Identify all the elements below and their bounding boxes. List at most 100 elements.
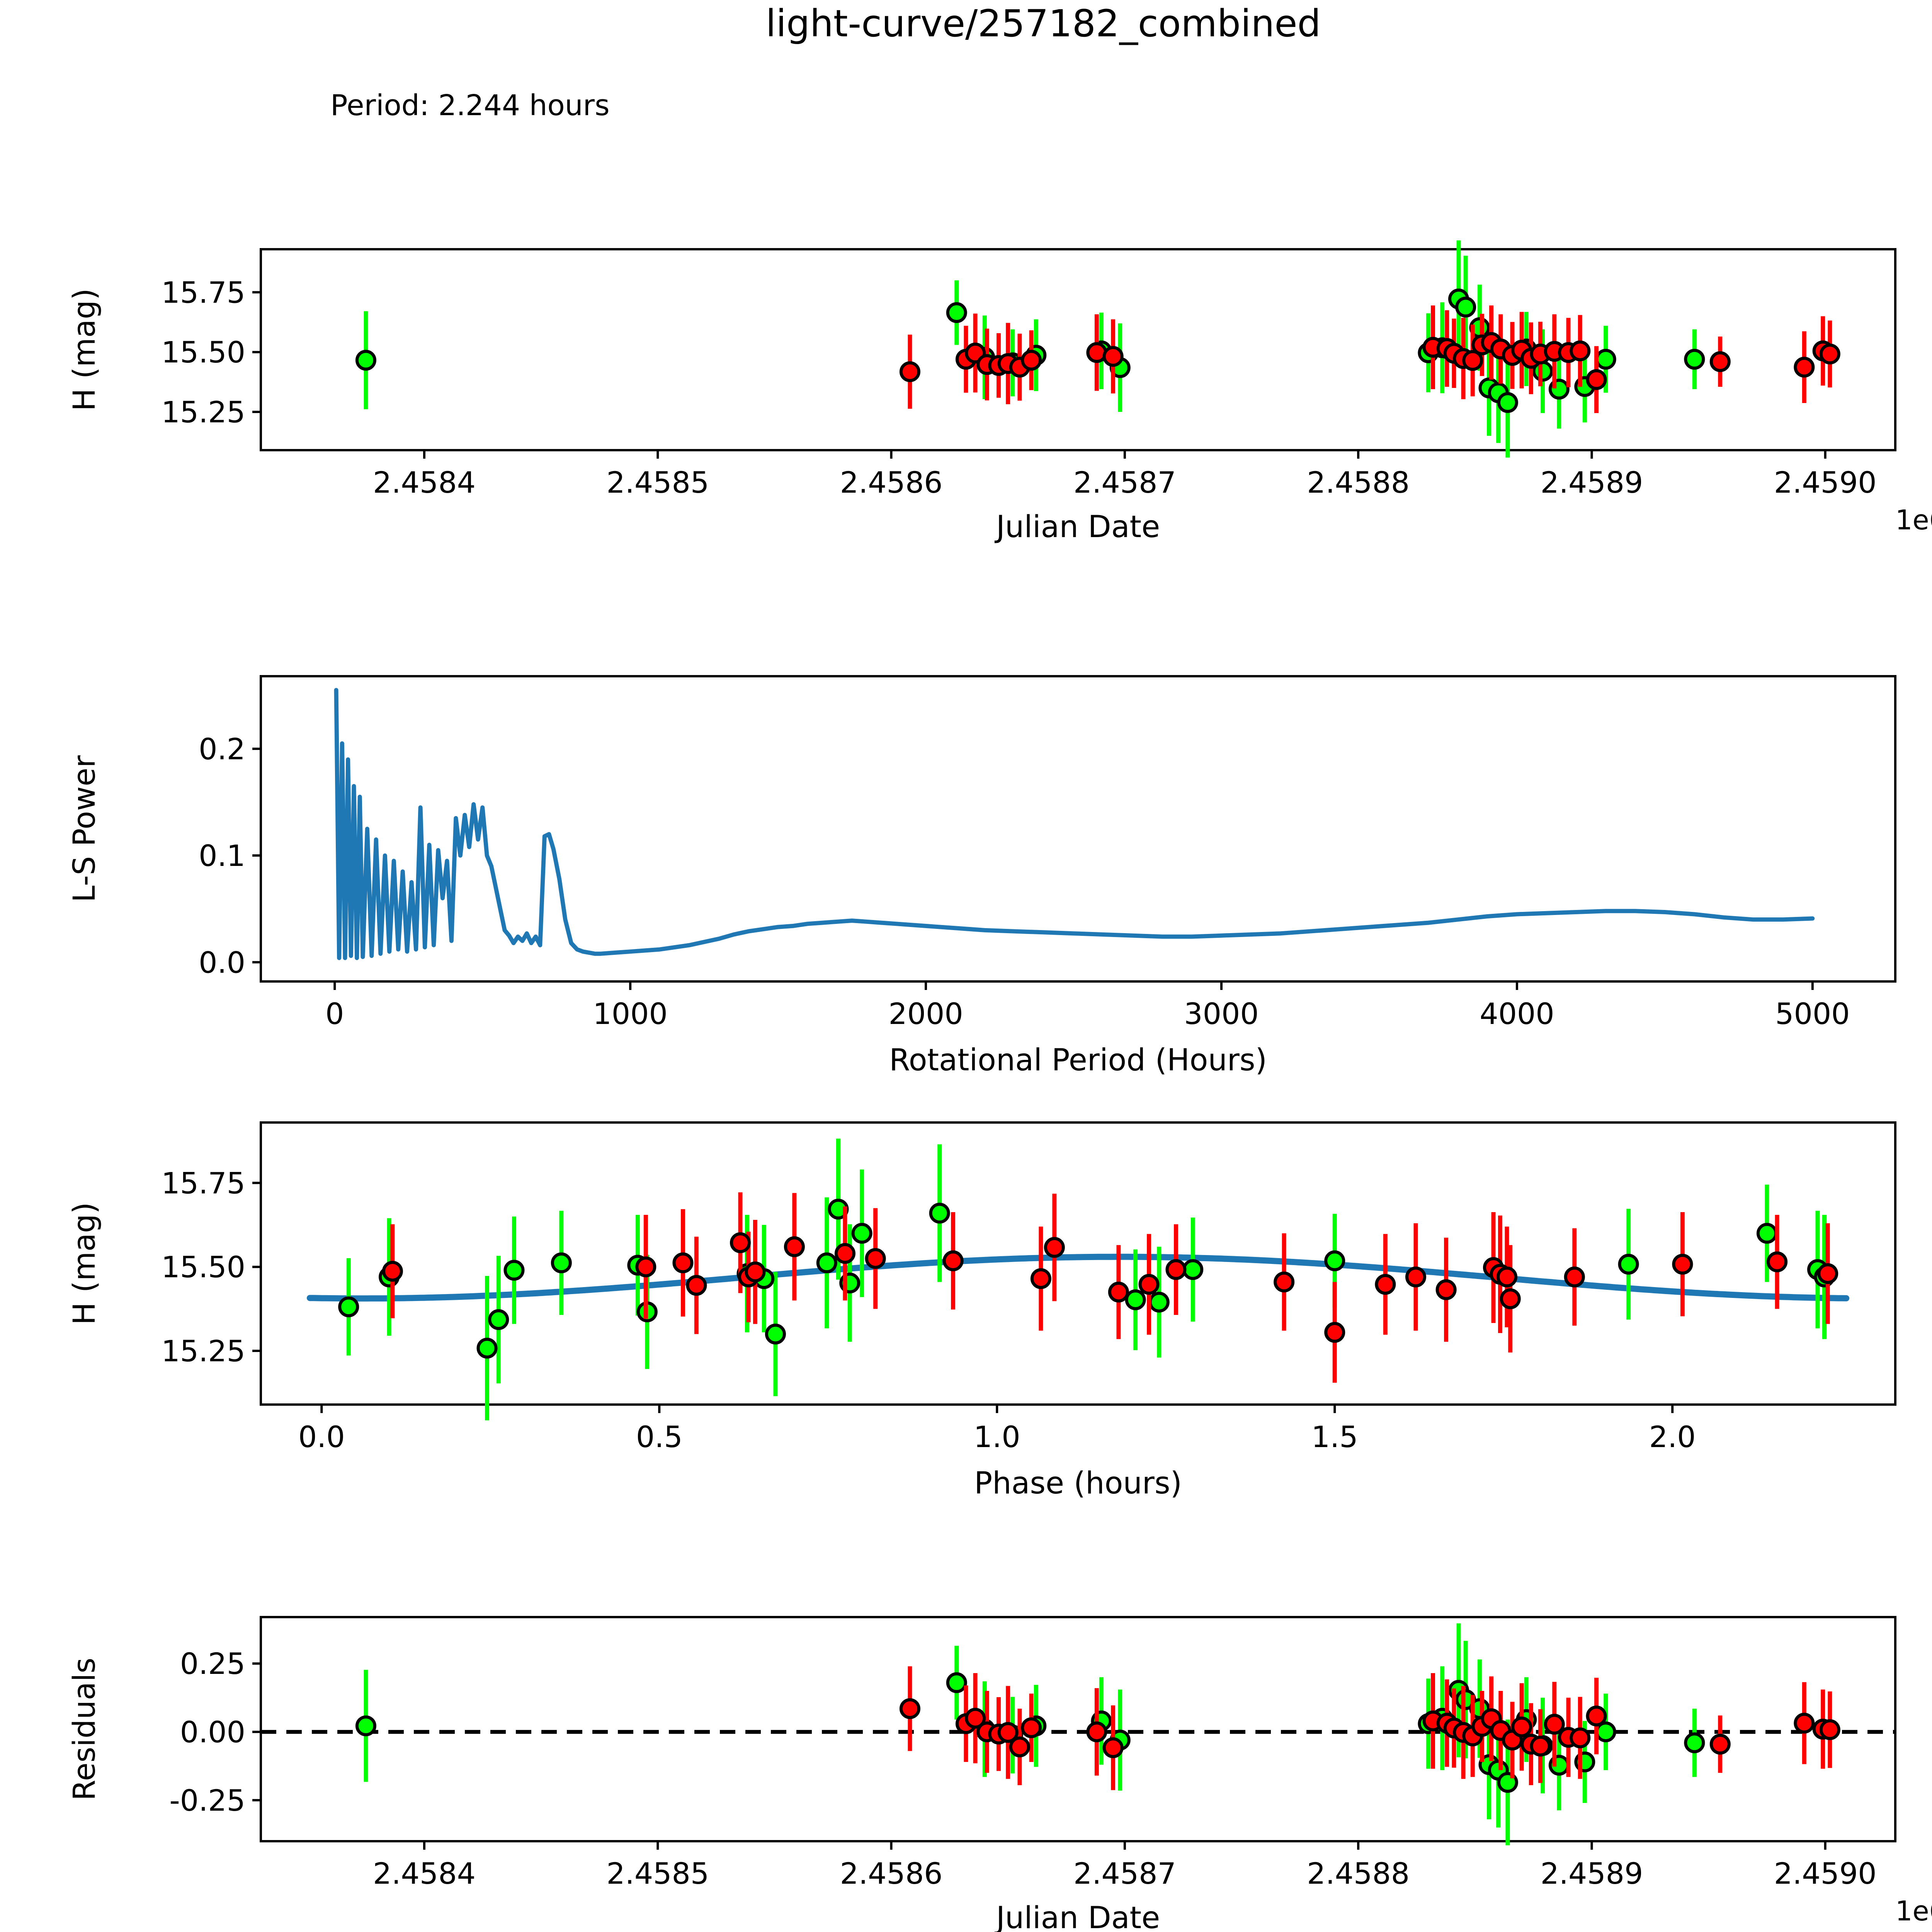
data-point [1544,1714,1565,1735]
data-point [899,1698,920,1719]
data-point [1125,1289,1146,1310]
x-tick-label: 2.4584 [373,465,476,500]
x-tick-label: 2.4588 [1307,1856,1410,1891]
y-tick-label: 0.00 [180,1715,245,1749]
panel-lightcurve-raw: 2.4584 2.4585 2.4586 2.4587 2.4588 2.4589 2.45… [67,240,1932,544]
data-point [355,1715,376,1736]
data-point [730,1232,751,1253]
x-tick-label: 2.4589 [1540,465,1643,500]
y-tick-label: 15.50 [161,1250,245,1284]
panel-phase-folded: 0.0 0.5 1.0 1.5 2.0 15.25 15.50 15.75 Phase (hou… [67,1121,1896,1501]
x-tick-label: 2.4590 [1774,1856,1877,1891]
data-point [784,1236,805,1257]
x-tick-label: 2.4585 [606,465,709,500]
data-point [338,1296,359,1318]
axes-frame [260,675,1896,983]
data-point [1570,340,1591,362]
data-point [1500,1288,1521,1310]
data-point [355,350,376,371]
x-axis-label: Phase (hours) [974,1466,1182,1501]
data-point [828,1199,849,1220]
data-point [1756,1223,1777,1244]
x-axis-offset-text: 1e6 [1895,504,1932,536]
data-point [1511,1716,1532,1738]
x-tick-label: 2.4587 [1073,465,1176,500]
x-tick-label: 2.4584 [373,1856,476,1891]
x-tick-label: 2.4587 [1073,1856,1176,1891]
data-point [1044,1237,1065,1258]
x-tick-label: 2.4590 [1774,465,1877,500]
y-tick-label: 0.1 [199,838,245,873]
x-tick-label: 3000 [1184,997,1259,1031]
data-point [1709,351,1731,372]
series-red-band [382,1192,1838,1383]
y-tick-label: 15.25 [161,1334,245,1368]
data-point [1709,1733,1731,1755]
data-point [1021,350,1042,371]
data-point [1102,1737,1124,1759]
data-point [1455,296,1476,318]
x-tick-label: 2.0 [1649,1420,1696,1454]
data-point [1165,1259,1187,1280]
data-point [765,1323,786,1345]
x-tick-label: 1.0 [974,1420,1020,1454]
data-point [1435,1279,1457,1300]
data-point [1375,1274,1396,1295]
data-point [686,1275,707,1296]
data-point [946,302,967,323]
x-tick-label: 2000 [888,997,963,1031]
y-axis-label: H (mag) [67,288,102,411]
x-tick-label: 0 [325,997,344,1031]
figure-title: light-curve/257182_combined [765,2,1321,45]
data-point [1148,1291,1170,1313]
data-point [1684,1732,1705,1753]
data-point [1021,1717,1042,1738]
y-tick-label: 0.25 [180,1646,245,1681]
data-point [1618,1253,1639,1275]
data-point [929,1202,950,1224]
data-point [865,1248,886,1269]
data-point [1182,1259,1204,1280]
data-point [942,1250,964,1272]
axes-frame [260,248,1896,451]
panel-residuals: 2.4584 2.4585 2.4586 2.4587 2.4588 2.4589 2.45… [67,1616,1932,1932]
data-point [635,1256,656,1277]
periodogram-line [334,688,1815,960]
x-tick-label: 2.4585 [606,1856,709,1891]
data-point [997,1722,1019,1743]
data-point [1462,350,1483,371]
axes-frame [260,1616,1896,1842]
data-point [851,1223,872,1244]
data-point [382,1260,403,1282]
data-point [1595,349,1616,370]
y-tick-label: 15.25 [161,395,245,429]
data-point [1009,1736,1030,1757]
axes-frame [260,1121,1896,1406]
data-point [1496,1266,1517,1287]
y-tick-label: 15.50 [161,335,245,369]
x-tick-label: 2.4586 [840,1856,943,1891]
data-point [899,361,920,382]
data-point [1672,1253,1693,1275]
sine-fit-curve [306,1253,1850,1302]
y-tick-label: 15.75 [161,1166,245,1200]
series-red-band [899,1666,1840,1790]
data-point [1530,1735,1551,1757]
data-point [834,1243,855,1264]
x-tick-label: 5000 [1775,997,1850,1031]
data-point [1108,1281,1129,1303]
data-point [1570,1727,1591,1748]
data-point [476,1338,498,1359]
y-tick-label: 0.0 [199,945,245,980]
figure-subtitle: Period: 2.244 hours [330,89,610,122]
data-point [1767,1251,1788,1272]
data-point [1086,1721,1107,1743]
y-axis-label: H (mag) [67,1202,102,1325]
x-axis-label: Julian Date [994,510,1160,544]
data-point [1586,1706,1607,1727]
x-tick-label: 0.5 [636,1420,683,1454]
data-point [1497,392,1518,413]
y-tick-label: 15.75 [161,275,245,310]
data-point [1324,1250,1345,1272]
